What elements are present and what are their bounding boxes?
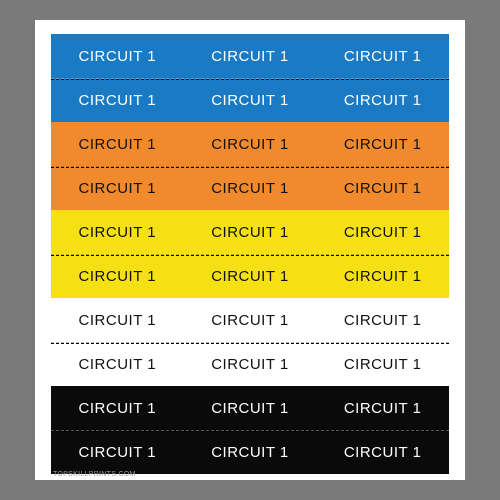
circuit-label: CIRCUIT 1 (211, 356, 289, 373)
circuit-label: CIRCUIT 1 (79, 356, 157, 373)
label-row-blue: CIRCUIT 1 CIRCUIT 1 CIRCUIT 1 (51, 34, 449, 78)
circuit-label: CIRCUIT 1 (79, 224, 157, 241)
circuit-label: CIRCUIT 1 (211, 400, 289, 417)
circuit-label: CIRCUIT 1 (211, 312, 289, 329)
label-row-white: CIRCUIT 1 CIRCUIT 1 CIRCUIT 1 (51, 298, 449, 342)
label-row-orange: CIRCUIT 1 CIRCUIT 1 CIRCUIT 1 (51, 166, 449, 210)
circuit-label: CIRCUIT 1 (344, 48, 422, 65)
circuit-label: CIRCUIT 1 (211, 48, 289, 65)
label-row-yellow: CIRCUIT 1 CIRCUIT 1 CIRCUIT 1 (51, 210, 449, 254)
circuit-label: CIRCUIT 1 (211, 268, 289, 285)
circuit-label: CIRCUIT 1 (79, 136, 157, 153)
label-row-orange: CIRCUIT 1 CIRCUIT 1 CIRCUIT 1 (51, 122, 449, 166)
label-sheet: CIRCUIT 1CIRCUIT 1CIRCUIT 1CIRCUIT 1CIRC… (35, 20, 465, 480)
circuit-label: CIRCUIT 1 (79, 268, 157, 285)
circuit-label: CIRCUIT 1 (211, 92, 289, 109)
circuit-label: CIRCUIT 1 (344, 312, 422, 329)
circuit-label: CIRCUIT 1 (344, 224, 422, 241)
circuit-label: CIRCUIT 1 (79, 48, 157, 65)
circuit-label: CIRCUIT 1 (344, 92, 422, 109)
label-row-blue: CIRCUIT 1 CIRCUIT 1 CIRCUIT 1 (51, 78, 449, 122)
circuit-label: CIRCUIT 1 (211, 136, 289, 153)
circuit-label: CIRCUIT 1 (79, 180, 157, 197)
circuit-label: CIRCUIT 1 (344, 356, 422, 373)
watermark: TOPSKILLPRINTS.COM (53, 471, 136, 478)
label-row-black: CIRCUIT 1 CIRCUIT 1 CIRCUIT 1 (51, 430, 449, 474)
circuit-label: CIRCUIT 1 (79, 400, 157, 417)
label-row-black: CIRCUIT 1 CIRCUIT 1 CIRCUIT 1 (51, 386, 449, 430)
label-row-white: CIRCUIT 1 CIRCUIT 1 CIRCUIT 1 (51, 342, 449, 386)
circuit-label: CIRCUIT 1 (79, 92, 157, 109)
circuit-label: CIRCUIT 1 (79, 444, 157, 461)
circuit-label: CIRCUIT 1 (344, 268, 422, 285)
circuit-label: CIRCUIT 1 (211, 444, 289, 461)
circuit-label: CIRCUIT 1 (344, 400, 422, 417)
circuit-label: CIRCUIT 1 (344, 136, 422, 153)
circuit-label: CIRCUIT 1 (79, 312, 157, 329)
circuit-label: CIRCUIT 1 (211, 180, 289, 197)
label-row-yellow: CIRCUIT 1 CIRCUIT 1 CIRCUIT 1 (51, 254, 449, 298)
circuit-label: CIRCUIT 1 (344, 444, 422, 461)
circuit-label: CIRCUIT 1 (211, 224, 289, 241)
circuit-label: CIRCUIT 1 (344, 180, 422, 197)
